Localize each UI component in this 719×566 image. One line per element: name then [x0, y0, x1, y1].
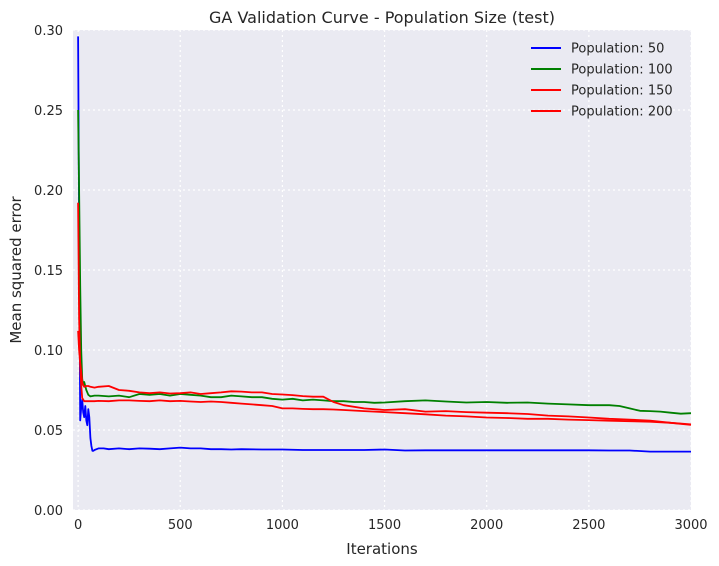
series-line-1 [77, 36, 691, 453]
legend-label: Population: 50 [571, 42, 664, 57]
x-tick-label: 2000 [470, 518, 503, 533]
y-tick-label: 0.05 [34, 424, 63, 439]
y-tick-label: 0.15 [34, 264, 63, 279]
y-tick-label: 0.25 [34, 104, 63, 119]
series-line-3 [77, 330, 692, 426]
y-tick-label: 0.10 [34, 344, 63, 359]
x-tick-labels: 0 500 1000 1500 2000 2500 3000 [74, 518, 708, 533]
x-tick-label: 500 [168, 518, 193, 533]
x-tick-label: 1000 [266, 518, 299, 533]
legend-label: Population: 150 [571, 84, 673, 99]
x-tick-label: 3000 [674, 518, 707, 533]
chart-title: GA Validation Curve - Population Size (t… [209, 8, 555, 27]
legend-label: Population: 200 [571, 105, 673, 120]
grid [73, 29, 692, 511]
y-axis-label: Mean squared error [7, 195, 25, 343]
series-line-4 [77, 202, 692, 426]
x-tick-label: 0 [74, 518, 82, 533]
series-line-2 [77, 109, 692, 415]
legend: Population: 50 Population: 100 Population:… [531, 42, 673, 120]
y-tick-label: 0.30 [34, 24, 63, 39]
series-group [77, 36, 692, 453]
x-axis-label: Iterations [346, 540, 418, 558]
legend-label: Population: 100 [571, 63, 673, 78]
y-tick-label: 0.00 [34, 504, 63, 519]
y-tick-label: 0.20 [34, 184, 63, 199]
x-tick-label: 2500 [572, 518, 605, 533]
x-tick-label: 1500 [368, 518, 401, 533]
y-tick-labels: 0.00 0.05 0.10 0.15 0.20 0.25 0.30 [34, 24, 63, 519]
